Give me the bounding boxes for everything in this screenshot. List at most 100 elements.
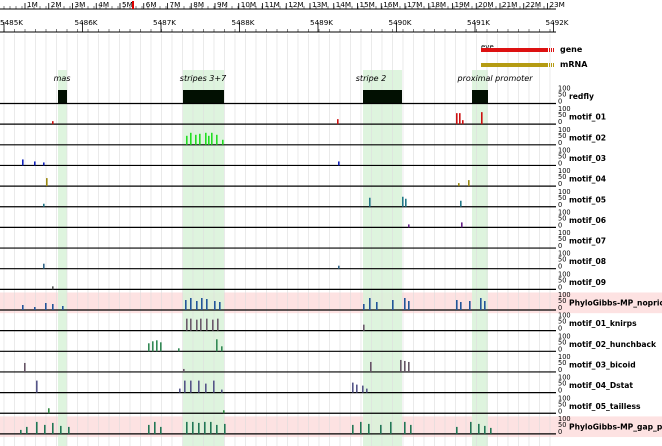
score-bar — [222, 139, 224, 145]
score-bar — [404, 360, 406, 372]
score-bar — [404, 298, 406, 310]
axis-tick-label-bottom: 0 — [558, 325, 562, 333]
score-bar — [206, 299, 208, 310]
track-label: motif_08 — [569, 257, 606, 266]
chromosome-tick-label: 23M — [550, 0, 565, 9]
score-bar — [480, 298, 482, 310]
score-bar — [363, 324, 365, 331]
score-bar — [484, 301, 486, 310]
score-bar — [184, 380, 186, 393]
score-bar — [338, 265, 340, 269]
track-label: motif_04 — [569, 175, 606, 184]
position-tick-label: 5489K — [310, 18, 333, 27]
score-bar — [190, 298, 192, 310]
chromosome-tick-label: 8M — [193, 0, 204, 9]
chromosome-position-marker[interactable] — [132, 1, 134, 9]
score-bar — [52, 422, 54, 434]
position-tick-label: 5486K — [75, 18, 98, 27]
axis-tick-label-top: 100 — [558, 270, 571, 278]
chromosome-tick-label: 4M — [98, 0, 109, 9]
score-bar — [368, 423, 370, 434]
chromosome-tick-label: 20M — [478, 0, 493, 9]
axis-tick-label-top: 100 — [558, 394, 571, 402]
chromosome-tick-label: 16M — [383, 0, 398, 9]
score-bar — [186, 318, 188, 331]
axis-tick-label-top: 100 — [558, 146, 571, 154]
score-bar — [405, 198, 407, 207]
score-bar — [68, 426, 70, 434]
axis-tick-label-mid: 50 — [558, 152, 566, 160]
chromosome-tick-label: 12M — [288, 0, 303, 9]
axis-tick-label-mid: 50 — [558, 235, 566, 243]
score-bar — [185, 300, 187, 310]
grid-lines — [3, 34, 551, 446]
chromosome-tick-label: 19M — [455, 0, 470, 9]
axis-tick-label-bottom: 0 — [558, 242, 562, 250]
track-label: motif_07 — [569, 237, 606, 246]
chromosome-tick-label: 14M — [336, 0, 351, 9]
score-bar — [216, 134, 218, 145]
score-bar — [221, 346, 223, 352]
gene-bar-truncation-marks — [549, 48, 554, 52]
score-bar — [400, 359, 402, 372]
score-bar — [26, 426, 28, 434]
gene-name-label: eve — [481, 43, 494, 51]
score-bar — [46, 178, 48, 187]
redfly-enhancer-blocks[interactable] — [58, 90, 488, 104]
axis-tick-label-bottom: 0 — [558, 201, 562, 209]
score-bar — [154, 421, 156, 434]
chromosome-tick-label: 10M — [241, 0, 256, 9]
score-bar — [392, 300, 394, 310]
region-highlight — [363, 70, 402, 446]
axis-tick-label-mid: 50 — [558, 359, 566, 367]
axis-tick-label-mid: 50 — [558, 256, 566, 264]
score-bar — [362, 385, 364, 393]
position-tick-label: 5488K — [232, 18, 255, 27]
position-ruler[interactable]: 5485K 5486K 5487K 5488K 5489K 5490K 5491K 5492K — [0, 18, 569, 33]
score-bar — [186, 135, 188, 145]
score-bar — [456, 113, 458, 125]
gene-bar[interactable] — [481, 48, 548, 52]
mrna-bar[interactable] — [481, 63, 548, 67]
score-bar — [210, 421, 212, 434]
score-bar — [408, 361, 410, 372]
score-bar — [190, 318, 192, 331]
score-bar — [478, 423, 480, 434]
score-bar — [206, 318, 208, 331]
score-bar — [369, 197, 371, 207]
score-bar — [216, 339, 218, 352]
score-bar — [369, 298, 371, 310]
score-bar — [43, 263, 45, 269]
score-bar — [186, 421, 188, 434]
track-label: motif_04_Dstat — [569, 381, 633, 390]
score-bar — [195, 134, 197, 145]
axis-tick-label-bottom: 0 — [558, 159, 562, 167]
position-tick-label: 5491K — [467, 18, 490, 27]
chromosome-ruler[interactable]: 1M 2M 3M 4M 5M 6M 7M 8M 9M 10M 11M 12M 13M 14M 15M 16M 1… — [0, 0, 565, 10]
score-bar — [178, 348, 180, 352]
score-bar — [196, 301, 198, 310]
score-bar — [34, 307, 36, 310]
score-bar — [410, 424, 412, 434]
score-bar — [45, 303, 47, 310]
score-bar — [201, 298, 203, 310]
axis-tick-label-mid: 50 — [558, 173, 566, 181]
